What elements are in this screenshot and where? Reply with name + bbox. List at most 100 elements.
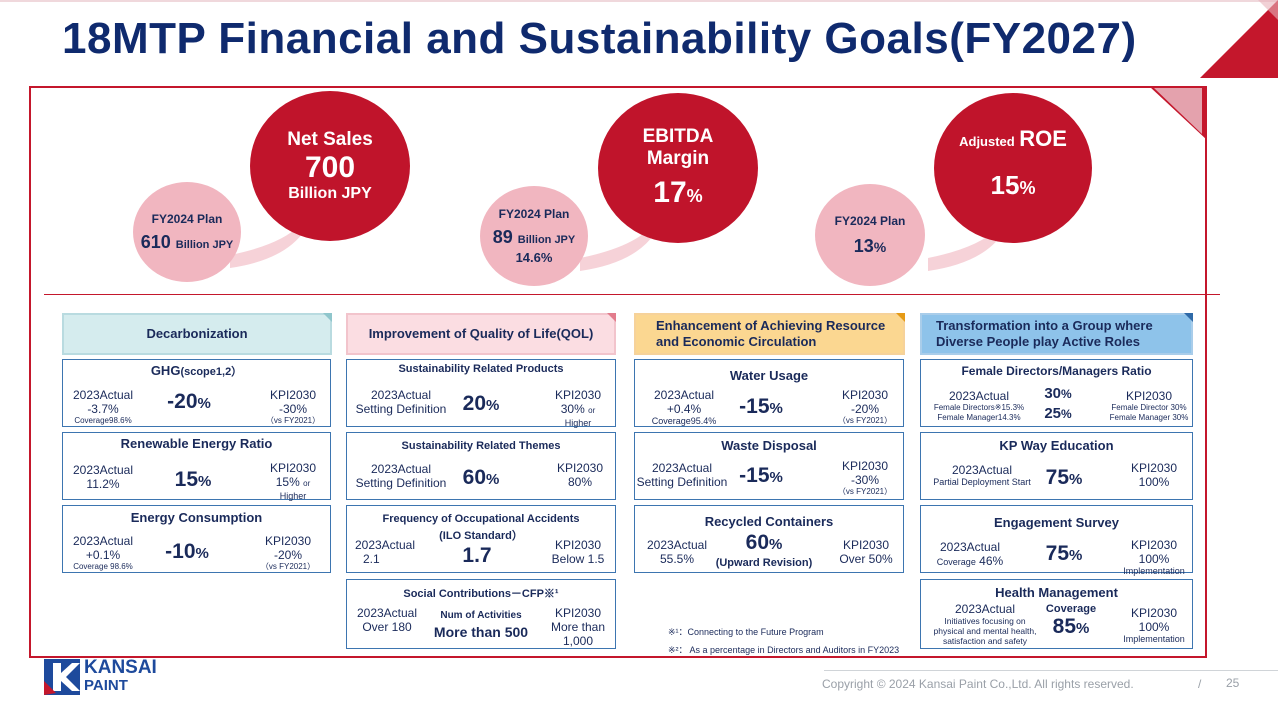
kpi-ghg-title-small: (scope1,2）	[180, 366, 243, 378]
roe-goal-circle: Adjusted ROE 15%	[934, 93, 1092, 243]
ebitda-unit: %	[686, 186, 703, 206]
footer-divider	[824, 670, 1278, 671]
kpi-waste-right3: （vs FY2021）	[837, 487, 893, 496]
kpi-health-mid: 85	[1052, 615, 1076, 638]
kpi-accidents-title2: (ILO Standard）	[439, 530, 523, 542]
kpi-female-left3: Female Manager14.3%	[937, 413, 1021, 422]
kpi-health-mid-small: Coverage	[1045, 603, 1097, 615]
kpi-ghg-mid-unit: %	[197, 395, 211, 412]
kpi-products-right2: 30%	[560, 402, 585, 416]
kpi-accidents-left1: 2023Actual	[354, 538, 416, 552]
kpi-engagement-left1: 2023Actual	[939, 540, 1001, 554]
category-resource: Enhancement of Achieving Resource and Ec…	[634, 313, 905, 355]
kpi-water-usage: Water Usage 2023Actual +0.4% Coverage95.4%…	[634, 359, 904, 427]
kpi-renewable-right2: 15%	[275, 475, 300, 489]
kpi-social-right3: 1,000	[562, 634, 594, 648]
kpi-energy-right1: KPI2030	[264, 534, 312, 548]
roe-label: ROE	[1019, 125, 1067, 151]
kpi-waste-disposal: Waste Disposal 2023Actual Setting Definit…	[634, 432, 904, 500]
roe-plan-value: 13	[853, 235, 874, 256]
kpi-products-left2: Setting Definition	[355, 402, 447, 416]
roe-unit: %	[1019, 177, 1036, 198]
category-qol: Improvement of Quality of Life(QOL)	[346, 313, 616, 355]
kpi-recycled-mid: 60	[745, 531, 769, 554]
kpi-engagement-mid: 75	[1045, 542, 1069, 565]
kpi-themes-right2: 80%	[567, 475, 593, 489]
kpi-ghg-mid: -20	[167, 390, 198, 413]
ebitda-plan-sub: 14.6%	[515, 250, 553, 265]
net-sales-label: Net Sales	[287, 129, 373, 150]
kpi-education-right1: KPI2030	[1130, 461, 1178, 475]
kpi-energy-right3: （vs FY2021）	[260, 562, 316, 571]
kpi-renewable-mid-unit: %	[198, 473, 212, 490]
kpi-recycled-mid-sub: (Upward Revision)	[715, 557, 813, 569]
kpi-engagement-title: Engagement Survey	[994, 515, 1119, 530]
kpi-education-title: KP Way Education	[999, 438, 1114, 453]
kansai-logo-text: KANSAI PAINT	[84, 657, 157, 695]
kpi-recycled-left1: 2023Actual	[646, 538, 708, 552]
kpi-sustainability-products: Sustainability Related Products 2023Actu…	[346, 359, 616, 428]
kpi-social-left1: 2023Actual	[356, 606, 418, 620]
kpi-waste-right2: -30%	[850, 473, 879, 487]
roe-label-prefix: Adjusted	[959, 133, 1015, 149]
kpi-female-right2: Female Director 30%	[1111, 403, 1187, 412]
roe-plan-label: FY2024 Plan	[834, 213, 906, 228]
top-border-line	[0, 0, 1278, 2]
kpi-waste-mid: -15	[739, 464, 770, 487]
logo-line1: KANSAI	[84, 657, 157, 678]
kpi-water-mid-unit: %	[769, 400, 783, 417]
content-frame	[29, 86, 1207, 658]
kpi-recycled-containers: Recycled Containers 2023Actual 55.5% 60% (…	[634, 505, 904, 573]
kpi-renewable-mid: 15	[174, 468, 198, 491]
kpi-social-mid: More than 500	[433, 624, 529, 640]
kpi-social-contributions: Social Contributions－CFP※¹ 2023Actual Ove…	[346, 579, 616, 649]
kpi-recycled-left2: 55.5%	[659, 552, 695, 566]
kpi-female-right3: Female Manager 30%	[1109, 413, 1189, 422]
kpi-ghg: GHG(scope1,2） 2023Actual -3.7% Coverage98.…	[62, 359, 331, 427]
kpi-ghg-left1: 2023Actual	[72, 388, 134, 402]
kpi-female-left2: Female Directors※15.3%	[933, 403, 1025, 412]
kpi-waste-left1: 2023Actual	[651, 461, 713, 475]
ebitda-label-1: EBITDA	[642, 126, 714, 147]
kpi-products-mid: 20	[462, 392, 486, 415]
kpi-themes-mid: 60	[462, 466, 486, 489]
kpi-engagement-survey: Engagement Survey 2023Actual Coverage 46%…	[920, 505, 1193, 576]
kpi-education-mid-unit: %	[1069, 471, 1083, 488]
kpi-products-right1: KPI2030	[554, 388, 602, 402]
kpi-ghg-right3: （vs FY2021）	[265, 416, 321, 425]
kpi-waste-mid-unit: %	[769, 469, 783, 486]
kpi-accidents-title: Frequency of Occupational Accidents	[382, 513, 580, 525]
category-decarbonization: Decarbonization	[62, 313, 332, 355]
category-resource-label: Enhancement of Achieving Resource and Ec…	[656, 318, 886, 349]
kpi-water-left3: Coverage95.4%	[651, 416, 717, 426]
kpi-engagement-left2: Coverage	[936, 557, 976, 567]
kpi-engagement-left2b: 46%	[979, 554, 1004, 568]
kpi-health-mid-unit: %	[1076, 620, 1090, 637]
kpi-energy-title: Energy Consumption	[130, 510, 263, 525]
page-number: 25	[1226, 676, 1240, 690]
kpi-social-right2: More than	[550, 620, 606, 634]
kpi-renewable-title: Renewable Energy Ratio	[120, 436, 273, 451]
ebitda-plan-value: 89	[492, 227, 513, 247]
kpi-ghg-left3: Coverage98.6%	[74, 416, 132, 425]
kpi-health-left1: 2023Actual	[954, 602, 1016, 616]
kpi-social-mid-small: Num of Activities	[440, 610, 522, 621]
page-title: 18MTP Financial and Sustainability Goals…	[62, 14, 1137, 63]
kpi-themes-title: Sustainability Related Themes	[401, 440, 561, 452]
category-qol-label: Improvement of Quality of Life(QOL)	[368, 326, 594, 341]
footer-copyright: Copyright © 2024 Kansai Paint Co.,Ltd. A…	[822, 677, 1134, 691]
kpi-ghg-right2: -30%	[278, 402, 307, 416]
section-divider	[44, 294, 1220, 295]
net-sales-plan-value: 610	[140, 231, 171, 252]
kpi-energy-right2: -20%	[273, 548, 302, 562]
kpi-themes-left1: 2023Actual	[370, 462, 432, 476]
kpi-renewable-left2: 11.2%	[86, 477, 120, 491]
category-diversity: Transformation into a Group where Divers…	[920, 313, 1193, 355]
kpi-renewable-left1: 2023Actual	[72, 463, 134, 477]
roe-plan-circle: FY2024 Plan 13%	[815, 184, 925, 286]
kpi-themes-mid-unit: %	[486, 471, 500, 488]
kpi-recycled-title: Recycled Containers	[704, 514, 834, 529]
kpi-social-title: Social Contributions－CFP※¹	[403, 588, 559, 600]
kpi-water-right2: -20%	[850, 402, 879, 416]
kpi-waste-title: Waste Disposal	[721, 438, 817, 453]
